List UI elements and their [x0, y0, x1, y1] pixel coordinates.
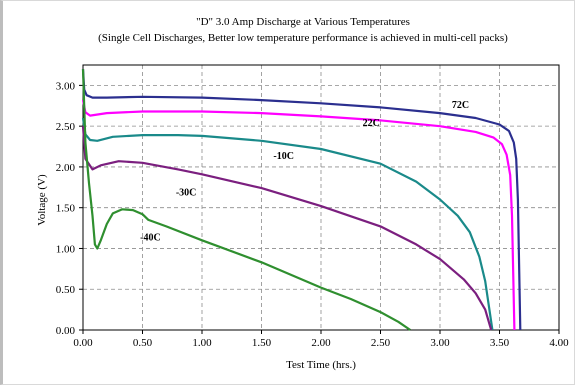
y-axis-label: Voltage (V)	[36, 174, 48, 226]
series-label: -10C	[273, 151, 294, 162]
series-line-10c	[81, 117, 494, 331]
series-label: -40C	[140, 232, 161, 243]
y-tick-label: 2.50	[56, 121, 76, 133]
series-lines	[81, 69, 522, 331]
series-line-22c	[81, 99, 516, 331]
x-tick-label: 1.00	[192, 337, 212, 349]
x-tick-label: 0.00	[73, 337, 93, 349]
y-tick-label: 3.00	[56, 80, 76, 92]
series-label: 72C	[452, 100, 469, 111]
chart-subtitle: (Single Cell Discharges, Better low temp…	[98, 32, 508, 44]
series-line-72c	[81, 69, 522, 331]
series-label: 22C	[363, 118, 380, 129]
x-tick-label: 2.00	[311, 337, 331, 349]
grid-lines	[83, 65, 559, 330]
x-tick-label: 3.50	[490, 337, 510, 349]
series-labels: 72C 22C -10C -30C -40C	[140, 100, 469, 243]
y-axis: 0.00 0.50 1.00 1.50 2.00 2.50 3.00	[56, 80, 83, 337]
x-tick-label: 4.00	[549, 337, 569, 349]
x-tick-label: 2.50	[371, 337, 391, 349]
chart-title: "D" 3.0 Amp Discharge at Various Tempera…	[196, 16, 410, 28]
y-tick-label: 1.50	[56, 203, 76, 215]
series-line-30c	[81, 126, 493, 331]
x-axis: 0.00 0.50 1.00 1.50 2.00 2.50 3.00 3.50 4.00	[73, 330, 569, 349]
x-tick-label: 3.00	[430, 337, 450, 349]
y-tick-label: 2.00	[56, 162, 76, 174]
chart-svg: "D" 3.0 Amp Discharge at Various Tempera…	[36, 16, 569, 371]
y-tick-label: 1.00	[56, 243, 76, 255]
x-axis-label: Test Time (hrs.)	[286, 359, 356, 371]
y-tick-label: 0.00	[56, 325, 76, 337]
series-line-40c	[81, 69, 411, 331]
y-tick-label: 0.50	[56, 284, 76, 296]
x-tick-label: 0.50	[133, 337, 153, 349]
x-tick-label: 1.50	[252, 337, 272, 349]
series-label: -30C	[176, 187, 197, 198]
